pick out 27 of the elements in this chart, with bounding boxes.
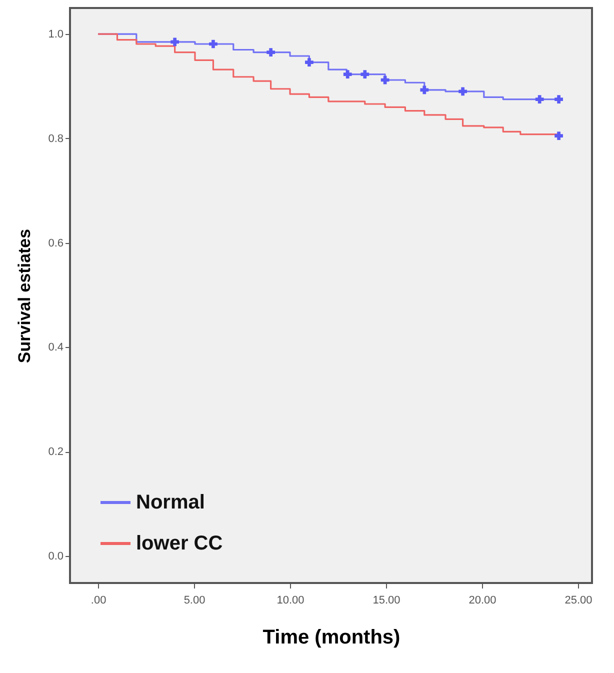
point (420, 86, 429, 94)
y-tick-label: 0.0 (48, 550, 64, 562)
point (554, 95, 563, 104)
point (360, 70, 370, 78)
point (554, 132, 563, 140)
x-tick-label: 25.00 (564, 594, 592, 606)
point (343, 70, 352, 78)
x-axis-title: Time (months) (262, 626, 400, 648)
y-tick-label: 0.8 (48, 132, 64, 145)
legend-label: Normal (136, 492, 205, 514)
y-tick-label: 0.2 (48, 446, 64, 458)
x-tick-label: 15.00 (372, 594, 400, 606)
y-tick-label: 0.6 (48, 237, 64, 250)
y-axis-title: Survival estiates (15, 228, 34, 364)
x-tick-label: 20.00 (468, 594, 496, 606)
x-tick-label: 5.00 (184, 594, 206, 606)
x-tick-label: .00 (90, 594, 106, 606)
point (458, 87, 467, 96)
point (170, 38, 180, 46)
x-tick-label: 10.00 (276, 594, 304, 606)
y-tick-label: 0.4 (48, 342, 64, 354)
legend-label: lower CC (136, 532, 223, 554)
point (209, 40, 218, 48)
point (535, 95, 544, 104)
y-tick-label: 1.0 (48, 28, 64, 41)
point (305, 58, 314, 66)
point (266, 48, 275, 57)
